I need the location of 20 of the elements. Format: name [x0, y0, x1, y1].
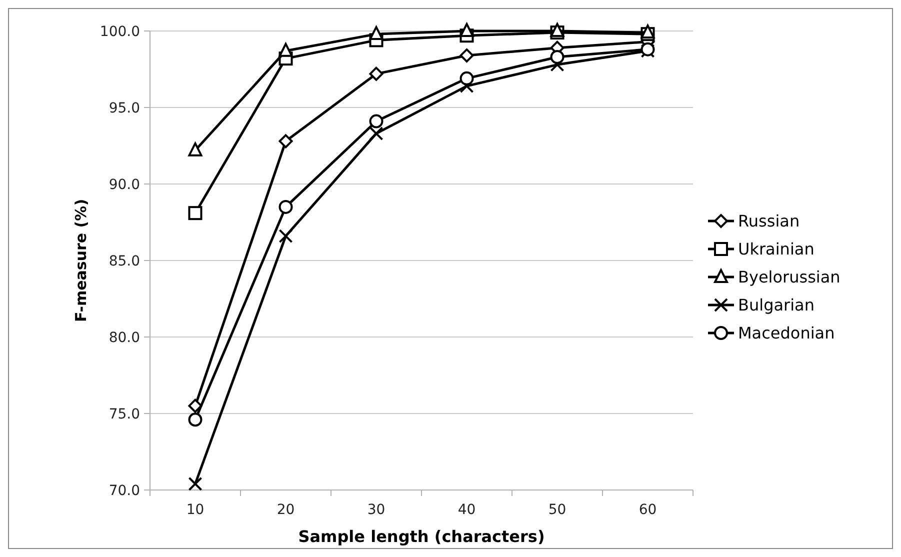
legend-label: Bulgarian [738, 296, 814, 315]
x-tick-label: 30 [367, 502, 386, 518]
y-tick-label: 80.0 [108, 330, 140, 346]
legend-label: Macedonian [738, 324, 835, 343]
y-tick-label: 90.0 [108, 176, 140, 193]
x-tick-label: 40 [458, 502, 476, 518]
x-tick-label: 20 [276, 502, 295, 518]
y-tick-label: 70.0 [108, 482, 140, 499]
y-tick-label: 95.0 [108, 100, 140, 116]
y-tick-label: 75.0 [108, 406, 140, 422]
x-tick-label: 10 [186, 502, 204, 518]
legend-label: Byelorussian [738, 268, 840, 287]
legend-label: Ukrainian [738, 240, 814, 259]
legend-label: Russian [738, 212, 800, 231]
x-axis-title: Sample length (characters) [298, 527, 545, 546]
x-tick-label: 60 [638, 502, 657, 518]
y-tick-label: 100.0 [100, 24, 140, 40]
x-tick-label: 50 [548, 502, 566, 518]
y-axis-title: F-measure (%) [72, 198, 90, 322]
y-tick-label: 85.0 [108, 253, 140, 270]
